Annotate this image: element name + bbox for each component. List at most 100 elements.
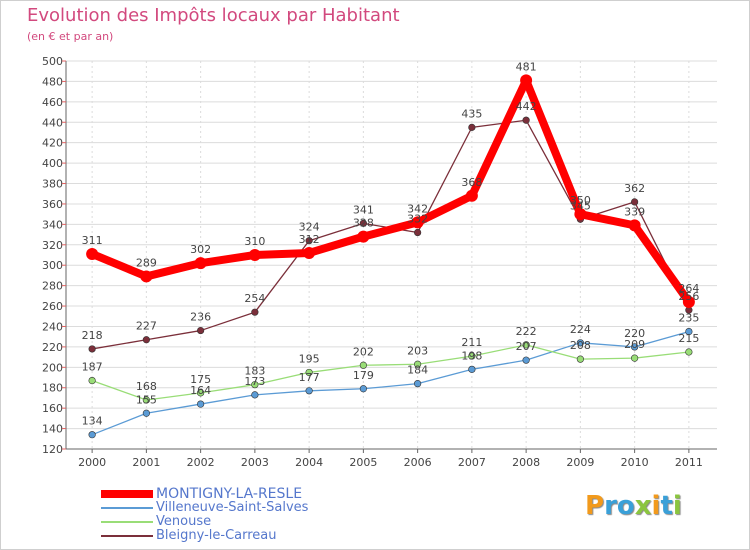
data-label-1: 198 [461,349,482,362]
y-tick-label: 480 [42,75,63,88]
data-label-2: 209 [624,338,645,351]
data-label-2: 168 [136,380,157,393]
data-label-0: 368 [461,176,482,189]
data-point-0 [574,208,587,221]
data-label-1: 173 [244,375,265,388]
data-label-1: 164 [190,384,211,397]
legend-label: Villeneuve-Saint-Salves [156,500,309,515]
data-point-3 [468,123,476,131]
x-tick-label: 2002 [187,456,215,469]
data-label-3: 227 [136,320,157,333]
data-point-3 [631,198,639,206]
data-label-0: 311 [82,234,103,247]
x-tick-label: 2006 [404,456,432,469]
data-point-2 [522,341,530,349]
legend-swatch [101,490,153,498]
data-label-3: 362 [624,182,645,195]
data-point-2 [197,389,205,397]
data-label-1: 184 [407,364,428,377]
data-label-1: 134 [82,415,103,428]
data-label-0: 342 [407,202,428,215]
data-point-1 [197,400,205,408]
y-tick-label: 420 [42,137,63,150]
logo-letter: x [634,491,652,521]
data-label-3: 254 [244,292,265,305]
data-label-2: 202 [353,345,374,358]
data-label-3: 324 [299,221,320,234]
data-point-1 [359,385,367,393]
data-label-0: 481 [516,60,537,73]
data-point-0 [628,219,641,232]
legend-swatch [101,521,153,523]
y-tick-label: 400 [42,157,63,170]
y-tick-label: 360 [42,198,63,211]
data-label-2: 208 [570,339,591,352]
series-line-0 [88,76,693,306]
x-tick-label: 2010 [621,456,649,469]
x-tick-label: 2008 [512,456,540,469]
data-point-3 [251,308,259,316]
data-point-1 [142,409,150,417]
data-label-2: 195 [299,352,320,365]
data-label-1: 155 [136,393,157,406]
data-label-2: 183 [244,365,265,378]
data-point-1 [251,391,259,399]
legend-swatch [101,507,153,509]
data-point-0 [682,295,695,308]
y-tick-label: 160 [42,402,63,415]
y-tick-label: 440 [42,116,63,129]
y-tick-label: 320 [42,239,63,252]
data-label-3: 345 [570,199,591,212]
logo-letter: P [585,491,605,521]
data-label-3: 236 [190,311,211,324]
data-point-3 [359,219,367,227]
plot-area [66,61,717,449]
data-point-3 [414,228,422,237]
legend-label: MONTIGNY-LA-RESLE [156,486,303,502]
data-point-3 [142,336,150,344]
data-label-0: 339 [624,205,645,218]
data-label-2: 215 [678,332,699,345]
data-point-0 [357,230,370,243]
y-tick-label: 120 [42,443,63,456]
data-point-0 [520,74,533,87]
x-tick-label: 2004 [295,456,323,469]
y-tick-label: 200 [42,361,63,374]
data-point-0 [86,247,99,260]
data-point-2 [631,354,639,362]
data-label-1: 220 [624,327,645,340]
data-label-0: 302 [190,243,211,256]
x-tick-label: 2009 [566,456,594,469]
data-label-3: 256 [678,290,699,303]
data-label-0: 310 [244,235,265,248]
data-point-2 [359,361,367,369]
logo-letter: o [616,491,635,521]
data-point-2 [468,352,476,360]
data-label-0: 264 [678,282,699,295]
data-point-1 [468,365,476,373]
data-label-2: 211 [461,336,482,349]
logo-letter: i [672,491,682,521]
x-tick-label: 2005 [349,456,377,469]
data-point-2 [305,368,313,377]
data-point-2 [685,348,693,356]
x-tick-label: 2011 [675,456,703,469]
logo-letter: t [660,491,673,521]
data-point-0 [194,257,207,270]
y-tick-label: 140 [42,423,63,436]
data-label-0: 328 [353,217,374,230]
x-tick-label: 2007 [458,456,486,469]
data-label-1: 179 [353,369,374,382]
legend-label: Venouse [156,514,212,529]
data-point-1 [522,356,530,364]
series-line-2 [91,344,690,401]
data-label-0: 289 [136,256,157,269]
data-point-0 [140,270,153,283]
data-label-2: 203 [407,344,428,357]
legend-label: Bleigny-le-Carreau [156,528,277,543]
y-tick-label: 280 [42,280,63,293]
data-label-1: 235 [678,312,699,325]
series-line-1 [91,330,690,436]
data-point-3 [305,237,313,245]
